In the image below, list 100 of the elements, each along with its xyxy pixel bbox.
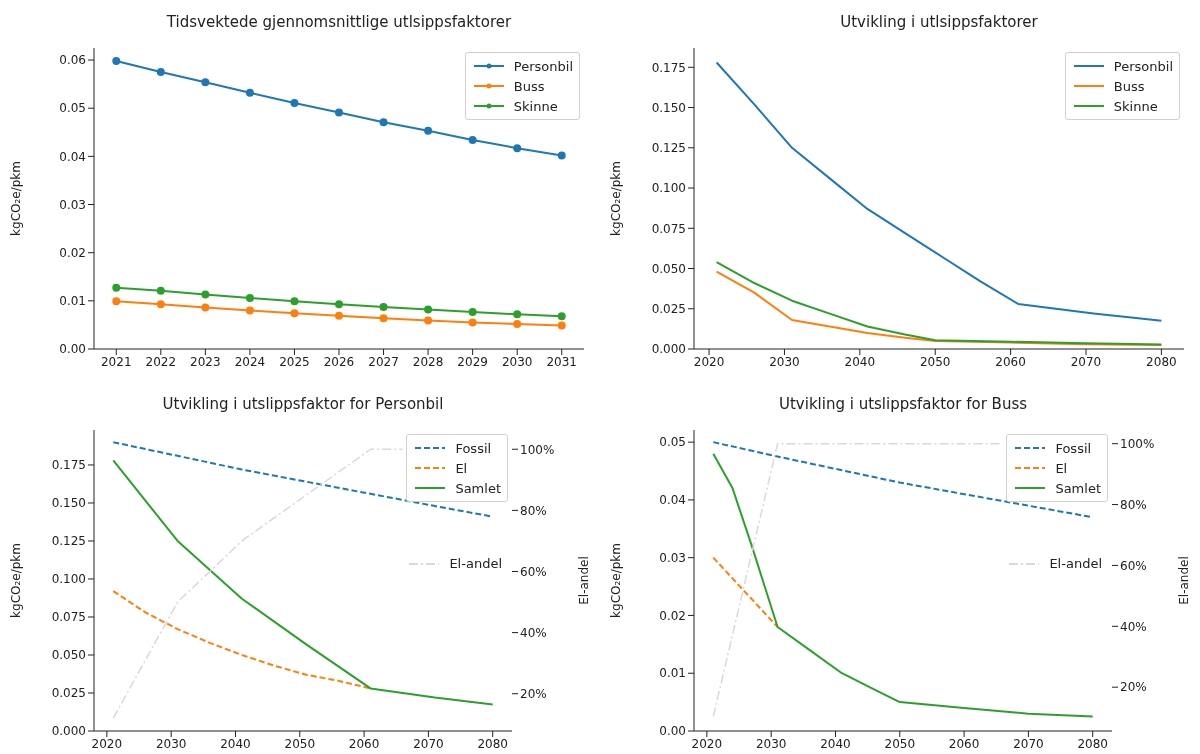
line-series xyxy=(112,448,404,719)
y-axis-title: kgCO₂e/pkm xyxy=(609,161,624,236)
point xyxy=(379,303,388,312)
x-tick-label: 2050 xyxy=(284,736,316,751)
y-tick-label: 0.100 xyxy=(51,572,86,587)
x-tick-label: 2040 xyxy=(220,736,251,751)
y-tick-label: 0.175 xyxy=(51,458,86,473)
legend-label: El-andel xyxy=(449,556,502,571)
legend-label: Fossil xyxy=(455,440,492,456)
point xyxy=(335,311,343,320)
y-tick-label: 0.150 xyxy=(651,100,686,115)
y-tick-label: 0.000 xyxy=(51,724,86,739)
x-tick-label: 2020 xyxy=(693,354,725,369)
x-tick-label: 2024 xyxy=(234,354,266,369)
y-tick-label: 0.02 xyxy=(659,608,686,623)
legend-label: Skinne xyxy=(1113,98,1158,114)
y2-tick-label: 80% xyxy=(520,503,547,518)
y2-tick-label: 40% xyxy=(1120,619,1147,634)
x-tick-label: 2030 xyxy=(755,736,787,751)
y-tick-label: 0.050 xyxy=(651,261,686,276)
point xyxy=(557,151,566,160)
x-tick-label: 2020 xyxy=(691,736,723,751)
y-tick-label: 0.00 xyxy=(659,724,686,739)
y-tick-label: 0.01 xyxy=(659,666,686,681)
y-tick-label: 0.075 xyxy=(651,221,686,236)
point xyxy=(468,318,477,327)
point xyxy=(290,98,299,107)
x-tick-label: 2028 xyxy=(412,354,444,369)
y2-tick-label: 80% xyxy=(1120,497,1147,512)
point xyxy=(513,310,522,319)
y-tick-label: 0.125 xyxy=(51,534,86,549)
x-tick-label: 2070 xyxy=(413,736,444,751)
point xyxy=(112,283,121,292)
chart-title: Utvikling i utlsippsfaktorer xyxy=(839,12,1039,33)
point xyxy=(379,118,388,127)
point xyxy=(424,316,433,325)
legend-label: El xyxy=(1055,460,1068,476)
point xyxy=(335,108,343,117)
point xyxy=(379,314,388,323)
y-tick-label: 0.175 xyxy=(651,60,686,75)
point xyxy=(156,300,165,309)
y2-tick-label: 60% xyxy=(1120,558,1147,573)
y-tick-label: 0.04 xyxy=(659,493,686,508)
y2-axis-title: El-andel xyxy=(1177,556,1192,605)
point xyxy=(424,305,433,314)
x-tick-label: 2080 xyxy=(477,736,508,751)
y-axis-title: kgCO₂e/pkm xyxy=(9,161,24,236)
x-tick-label: 2080 xyxy=(1146,354,1177,369)
x-tick-label: 2031 xyxy=(546,354,577,369)
y-tick-label: 0.000 xyxy=(651,342,686,357)
point xyxy=(468,307,477,316)
legend-label: Personbil xyxy=(1113,58,1173,74)
point xyxy=(245,306,254,315)
x-tick-label: 2040 xyxy=(820,736,851,751)
x-tick-label: 2023 xyxy=(190,354,221,369)
x-tick-label: 2080 xyxy=(1077,736,1108,751)
y-tick-label: 0.03 xyxy=(59,197,86,212)
chart-title: Utvikling i utslippsfaktor for Buss xyxy=(778,394,1028,415)
y-tick-label: 0.050 xyxy=(51,648,86,663)
legend-label: Buss xyxy=(1113,78,1145,94)
x-tick-label: 2060 xyxy=(948,736,980,751)
point xyxy=(245,88,254,97)
legend-label: Fossil xyxy=(1055,440,1092,456)
point xyxy=(335,300,343,309)
y-tick-label: 0.150 xyxy=(51,496,86,511)
y-tick-label: 0.075 xyxy=(51,610,86,625)
x-tick-label: 2030 xyxy=(769,354,800,369)
y-axis-title: kgCO₂e/pkm xyxy=(9,543,24,618)
point xyxy=(112,297,121,306)
x-tick-label: 2025 xyxy=(279,354,310,369)
x-tick-label: 2021 xyxy=(101,354,132,369)
point xyxy=(290,309,299,318)
y-tick-label: 0.025 xyxy=(651,302,686,317)
chart-title: Tidsvektede gjennomsnittlige utlsippsfaktorer xyxy=(165,12,513,33)
x-tick-label: 2020 xyxy=(91,736,123,751)
y-tick-label: 0.04 xyxy=(59,149,86,164)
point xyxy=(156,286,165,295)
point xyxy=(468,135,477,144)
legend-label: Personbil xyxy=(513,58,573,74)
y2-tick-label: 100% xyxy=(520,442,555,457)
point xyxy=(290,297,299,306)
y-tick-label: 0.06 xyxy=(59,53,86,68)
y-tick-label: 0.03 xyxy=(659,550,686,565)
x-tick-label: 2029 xyxy=(457,354,488,369)
y-axis-title: kgCO₂e/pkm xyxy=(609,543,624,618)
point xyxy=(201,290,210,299)
y-tick-label: 0.125 xyxy=(651,141,686,156)
y-tick-label: 0.00 xyxy=(59,342,86,357)
x-tick-label: 2040 xyxy=(844,354,876,369)
point xyxy=(201,78,210,87)
point xyxy=(557,321,566,330)
x-tick-label: 2060 xyxy=(995,354,1026,369)
y2-tick-label: 100% xyxy=(1120,436,1155,451)
y2-tick-label: 40% xyxy=(520,625,547,640)
legend-label: Skinne xyxy=(513,98,558,114)
y2-tick-label: 20% xyxy=(520,686,547,701)
point xyxy=(513,144,522,153)
legend-label: Samlet xyxy=(1055,480,1101,496)
y2-tick-label: 60% xyxy=(520,564,547,579)
chart-title: Utvikling i utslippsfaktor for Personbil xyxy=(161,394,445,415)
